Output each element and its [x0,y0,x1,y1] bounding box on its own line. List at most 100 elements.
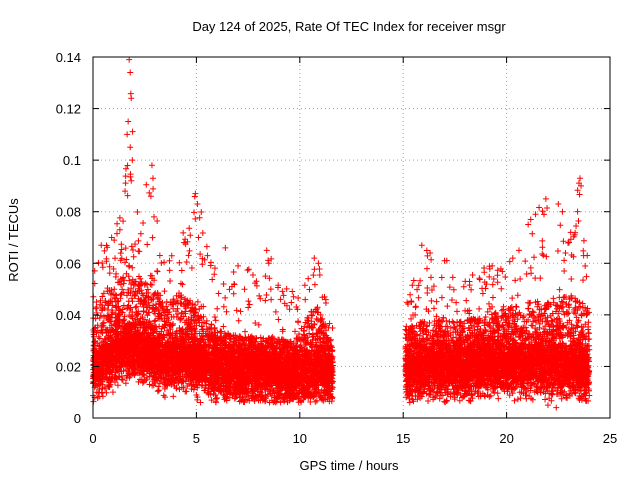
data-point [192,215,199,222]
data-point [133,303,140,310]
data-point [146,318,153,325]
data-point [180,229,187,236]
data-point [124,162,131,169]
data-point [135,237,142,244]
data-point [277,296,284,303]
data-point [150,185,157,192]
data-point [211,313,218,320]
data-point [329,324,336,331]
data-point [118,241,125,248]
data-point [199,261,206,268]
data-point [301,282,308,289]
data-point [242,328,249,335]
data-point [155,387,162,394]
data-point [122,165,129,172]
data-point [167,277,174,284]
data-point [154,268,161,275]
data-point [95,259,102,266]
data-point [122,180,129,187]
data-point [147,281,154,288]
data-point [191,193,198,200]
data-point [215,290,222,297]
data-point [116,214,123,221]
data-point [129,298,136,305]
data-point [147,272,154,279]
data-point [166,267,173,274]
data-point [146,189,153,196]
data-point [177,280,184,287]
data-point [230,290,237,297]
data-point [272,308,279,315]
data-point [191,209,198,216]
data-point [196,214,203,221]
data-point [112,255,119,262]
data-point [295,318,302,325]
data-point [204,252,211,259]
data-point [163,298,170,305]
data-point [118,246,125,253]
chart-title: Day 124 of 2025, Rate Of TEC Index for r… [192,19,506,34]
data-point [311,266,318,273]
data-point [241,286,248,293]
data-point [244,267,251,274]
data-point [161,288,168,295]
data-point [111,286,118,293]
data-point [179,281,186,288]
data-point [220,280,227,287]
data-point [311,281,318,288]
data-point [111,237,118,244]
data-point [256,292,263,299]
data-point [267,286,274,293]
data-point [211,265,218,272]
data-point [316,271,323,278]
data-point [316,266,323,273]
data-point [230,269,237,276]
data-point [156,252,163,259]
data-point [203,243,210,250]
data-point [220,303,227,310]
data-point [154,218,161,225]
data-point [93,298,100,305]
data-point [132,304,139,311]
data-point [295,294,302,301]
data-point [288,299,295,306]
data-point [106,270,113,277]
data-point [99,393,106,400]
data-point [101,247,108,254]
data-point [120,218,127,225]
data-point [194,396,201,403]
data-point [235,317,242,324]
data-point [177,300,184,307]
data-point [265,257,272,264]
data-point [109,389,116,396]
data-point [275,390,282,397]
data-point [114,382,121,389]
data-point [122,245,129,252]
data-point [92,305,99,312]
data-point [186,225,193,232]
data-point [263,291,270,298]
data-point [176,259,183,266]
data-point [178,267,185,274]
data-point [249,271,256,278]
data-point [186,247,193,254]
data-point [119,286,126,293]
data-point [188,264,195,271]
data-point [123,256,130,263]
data-point [289,288,296,295]
data-point [143,181,150,188]
data-point [292,328,299,335]
data-point [183,258,190,265]
data-point [170,393,177,400]
data-points [90,56,593,411]
data-point [245,298,252,305]
data-point [161,259,168,266]
data-point [124,192,131,199]
data-point [140,219,147,226]
data-point [220,323,227,330]
data-point [209,276,216,283]
data-point [199,230,206,237]
data-point [306,330,313,337]
